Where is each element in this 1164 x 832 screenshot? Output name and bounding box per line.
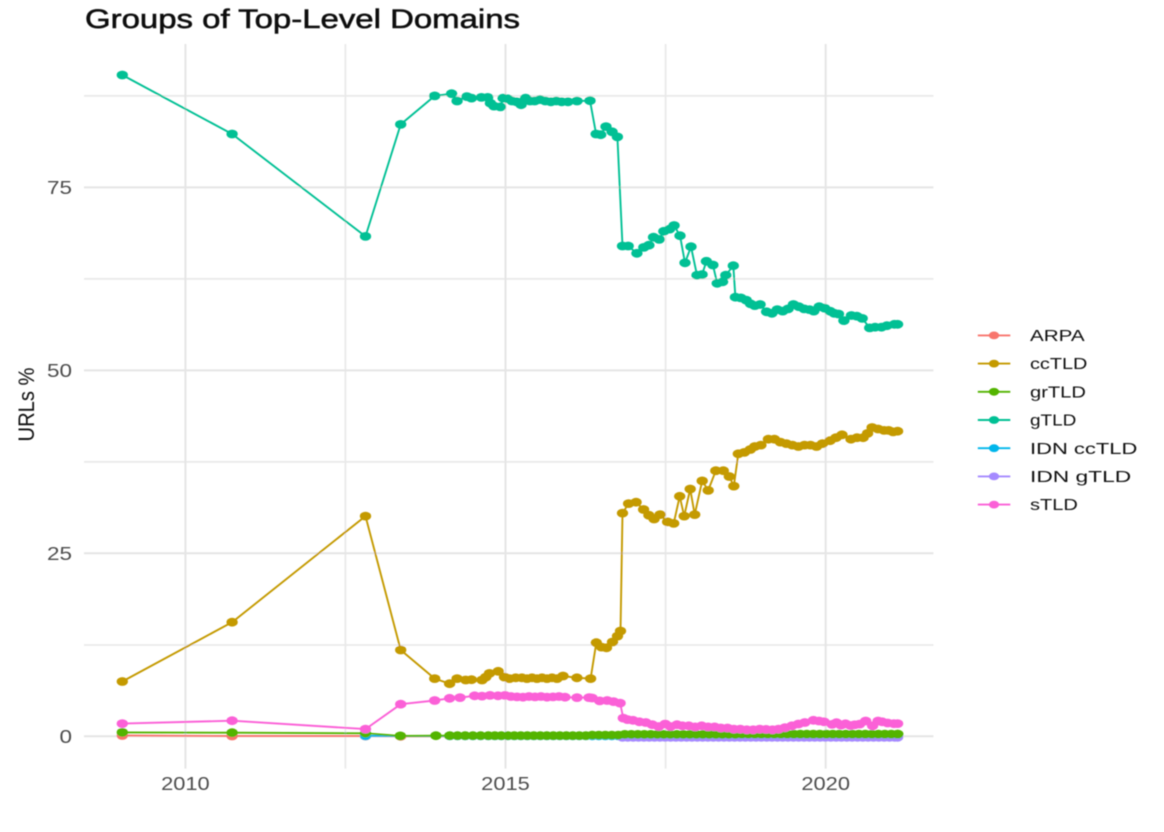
- svg-text:50: 50: [47, 361, 72, 381]
- svg-text:ccTLD: ccTLD: [1030, 356, 1087, 373]
- svg-text:ARPA: ARPA: [1030, 328, 1085, 345]
- svg-text:Groups of Top-Level Domains: Groups of Top-Level Domains: [85, 4, 520, 34]
- svg-text:IDN ccTLD: IDN ccTLD: [1030, 441, 1137, 458]
- svg-text:grTLD: grTLD: [1030, 384, 1086, 401]
- svg-text:gTLD: gTLD: [1030, 413, 1076, 430]
- svg-text:25: 25: [47, 544, 72, 564]
- svg-text:2020: 2020: [801, 774, 850, 794]
- svg-text:2010: 2010: [161, 774, 210, 794]
- svg-text:0: 0: [60, 727, 73, 747]
- svg-text:75: 75: [47, 178, 72, 198]
- svg-text:IDN gTLD: IDN gTLD: [1030, 469, 1131, 486]
- svg-text:2015: 2015: [481, 774, 530, 794]
- svg-text:sTLD: sTLD: [1030, 497, 1078, 514]
- svg-text:URLs %: URLs %: [14, 368, 39, 442]
